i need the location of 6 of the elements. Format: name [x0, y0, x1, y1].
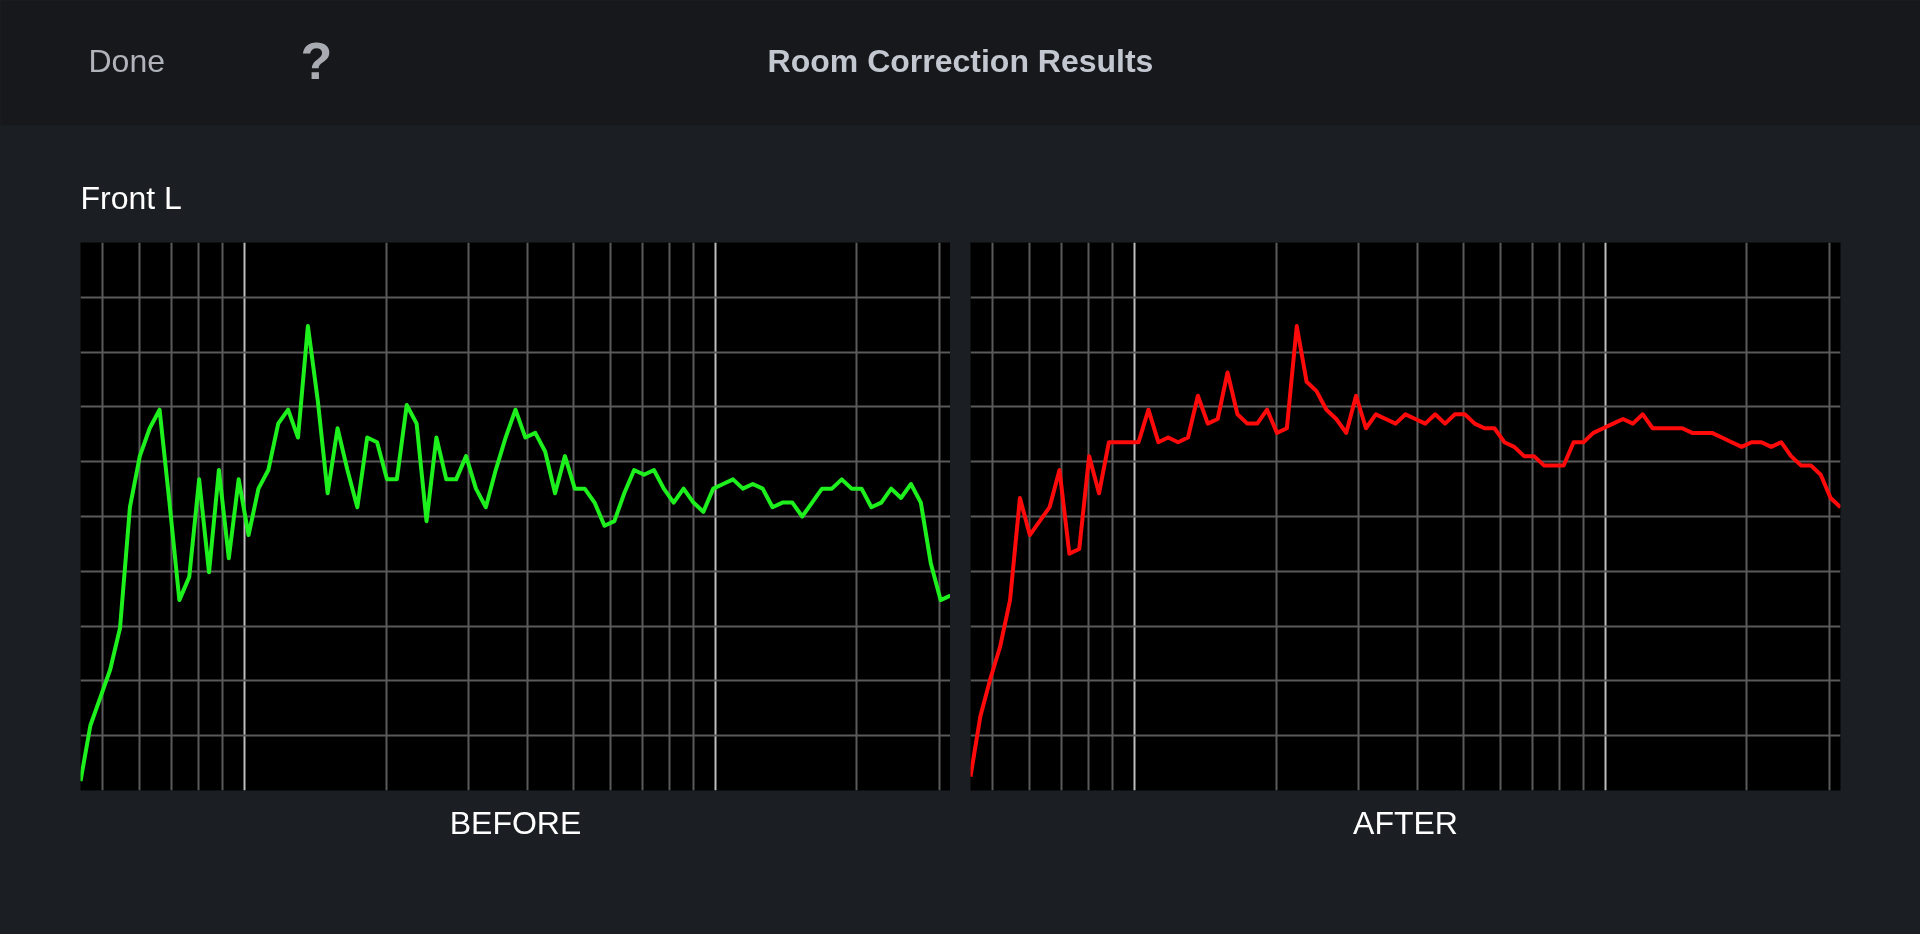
text: Done — [88, 42, 165, 79]
text: ? — [300, 31, 333, 90]
x-axis-title: BEFORE — [449, 804, 582, 841]
chart-subtitle: Front L — [80, 179, 182, 216]
chart-title: Room Correction Results — [767, 42, 1154, 79]
x-axis-title: AFTER — [1353, 804, 1458, 841]
